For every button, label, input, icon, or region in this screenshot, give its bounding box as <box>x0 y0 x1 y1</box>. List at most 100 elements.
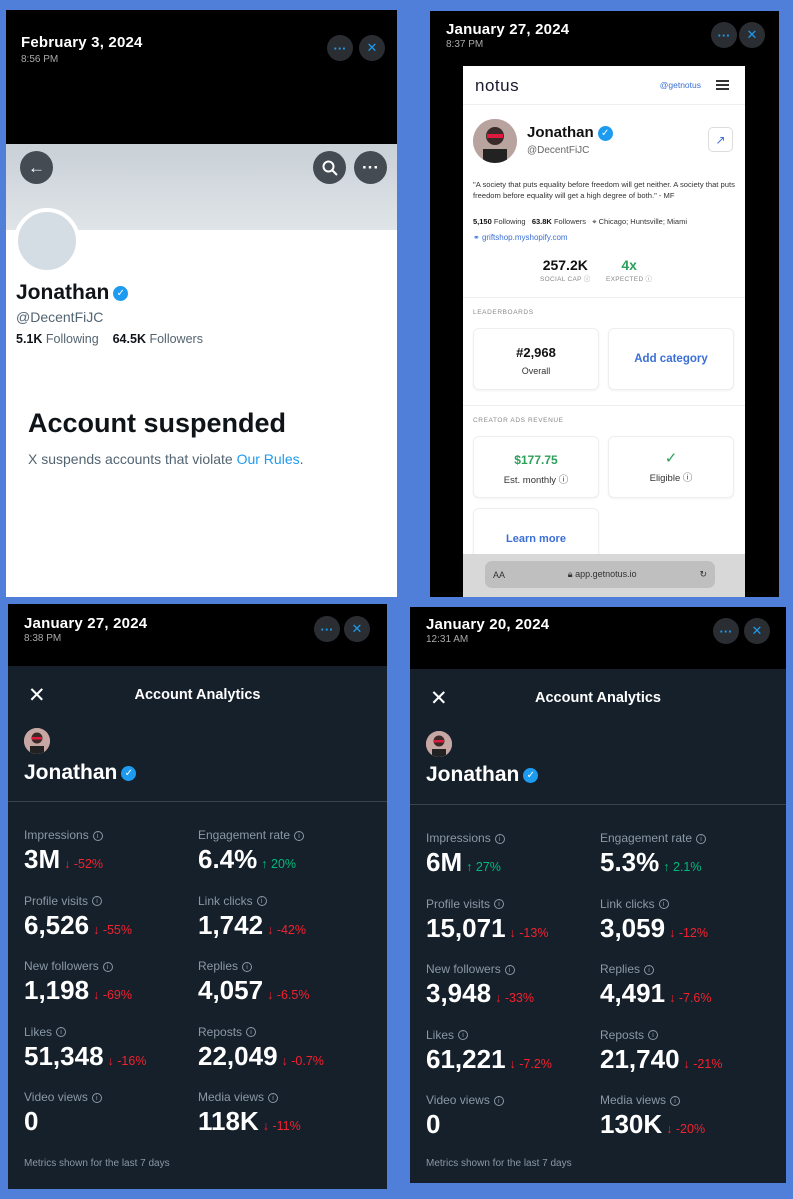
nav-handle-link[interactable]: @getnotus <box>659 80 701 90</box>
metric-label-likes: Likes i <box>24 1025 67 1039</box>
metric-value-media-views: 118K ↓ -11% <box>198 1106 301 1136</box>
close-icon[interactable]: ✕ <box>739 22 765 48</box>
analytics-header: Account Analytics <box>535 690 661 706</box>
external-link-icon[interactable]: ↗ <box>708 127 733 152</box>
info-icon[interactable]: i <box>91 1092 102 1103</box>
profile-name: Jonathan ✓ <box>527 124 613 141</box>
info-icon[interactable]: i <box>670 1095 681 1106</box>
info-icon[interactable]: i <box>458 1030 469 1041</box>
metric-value-engagement-rate: 6.4% ↑ 20% <box>198 844 297 874</box>
metric-value-profile-visits: 15,071 ↓ -13% <box>426 912 549 943</box>
more-icon[interactable]: ··· <box>314 616 340 642</box>
arrow-down-icon: ↓ <box>64 857 74 871</box>
text-size-button[interactable]: AA <box>493 569 506 580</box>
metric-change-likes: ↓ -16% <box>107 1053 147 1068</box>
capture-date: February 3, 2024 <box>21 34 143 51</box>
divider <box>8 801 387 802</box>
search-icon[interactable] <box>313 151 346 184</box>
metric-label-engagement-rate: Engagement rate i <box>198 828 305 842</box>
metric-value-replies: 4,491 ↓ -7.6% <box>600 978 712 1008</box>
divider <box>410 804 786 805</box>
capture-time: 8:37 PM <box>446 39 484 50</box>
metric-value-impressions: 6M ↑ 27% <box>426 847 501 877</box>
info-icon[interactable]: i <box>644 964 655 975</box>
analytics-header: Account Analytics <box>134 687 261 703</box>
metrics-footer: Metrics shown for the last 7 days <box>24 1158 170 1169</box>
our-rules-link[interactable]: Our Rules <box>236 451 300 467</box>
arrow-down-icon: ↓ <box>669 925 679 940</box>
metric-value-impressions: 3M ↓ -52% <box>24 844 104 874</box>
profile-bio: "A society that puts equality before fre… <box>473 180 735 200</box>
suspended-profile-panel: February 3, 2024 8:56 PM ··· ✕ ← ··· Jon… <box>6 10 397 597</box>
info-icon[interactable]: i <box>256 896 267 907</box>
info-icon[interactable]: i <box>56 1027 67 1038</box>
more-icon[interactable]: ··· <box>711 22 737 48</box>
info-icon[interactable]: i <box>92 830 103 841</box>
verified-badge-icon: ✓ <box>113 285 129 301</box>
metric-change-replies: ↓ -6.5% <box>267 988 310 1002</box>
metric-change-reposts: ↓ -0.7% <box>281 1053 324 1068</box>
add-category-button[interactable]: Add category <box>608 328 734 390</box>
info-icon[interactable]: i <box>696 833 707 844</box>
arrow-down-icon: ↓ <box>683 1056 694 1071</box>
metric-label-link-clicks: Link clicks i <box>600 897 669 911</box>
arrow-up-icon: ↑ <box>663 860 673 874</box>
reload-icon[interactable]: ↻ <box>699 569 707 579</box>
info-icon[interactable]: i <box>494 833 505 844</box>
arrow-down-icon: ↓ <box>267 922 277 937</box>
browser-url-bar: AA 🔒︎ app.getnotus.io ↻ <box>463 554 745 597</box>
capture-time: 8:56 PM <box>21 54 59 65</box>
metric-value-profile-visits: 6,526 ↓ -55% <box>24 909 132 940</box>
hamburger-menu-icon[interactable] <box>716 80 729 90</box>
close-icon[interactable]: ✕ <box>744 618 770 644</box>
more-icon[interactable]: ··· <box>327 35 353 61</box>
metric-value-reposts: 22,049 ↓ -0.7% <box>198 1040 324 1071</box>
metric-label-reposts: Reposts i <box>600 1028 659 1042</box>
info-icon[interactable]: i <box>102 961 113 972</box>
metric-change-reposts: ↓ -21% <box>683 1056 723 1071</box>
more-options-icon[interactable]: ··· <box>354 151 387 184</box>
metric-change-impressions: ↑ 27% <box>466 860 501 874</box>
url-field[interactable]: AA 🔒︎ app.getnotus.io ↻ <box>485 561 715 588</box>
status-bar: January 27, 2024 8:38 PM ··· ✕ <box>8 604 387 666</box>
shop-link[interactable]: ⚭ griftshop.myshopify.com <box>473 233 568 242</box>
eligible-card: ✓ Eligible ⓘ <box>608 436 734 498</box>
metric-change-link-clicks: ↓ -42% <box>267 922 306 937</box>
close-icon[interactable]: ✕ <box>430 687 448 710</box>
profile-stats: 5,150 Following 63.8K Followers ⌖ Chicag… <box>473 217 687 226</box>
back-arrow-icon[interactable]: ← <box>20 151 53 184</box>
close-icon[interactable]: ✕ <box>359 35 385 61</box>
info-icon[interactable]: i <box>246 1027 257 1038</box>
info-icon[interactable]: i <box>494 899 505 910</box>
close-icon[interactable]: ✕ <box>28 684 46 707</box>
metric-change-engagement-rate: ↑ 20% <box>261 857 297 871</box>
info-icon[interactable]: i <box>504 964 515 975</box>
notus-card: notus @getnotus Jonathan ✓ @DecentFiJC ↗ … <box>463 66 745 566</box>
metric-change-media-views: ↓ -20% <box>666 1122 706 1136</box>
metric-value-reposts: 21,740 ↓ -21% <box>600 1043 723 1074</box>
arrow-up-icon: ↑ <box>466 860 476 874</box>
metric-change-new-followers: ↓ -33% <box>495 991 534 1005</box>
location: Chicago; Huntsville; Miami <box>598 217 687 226</box>
info-icon[interactable]: i <box>242 961 253 972</box>
profile-name: Jonathan ✓ <box>24 761 137 785</box>
capture-date: January 27, 2024 <box>24 615 148 632</box>
metric-value-link-clicks: 3,059 ↓ -12% <box>600 912 708 943</box>
metric-label-likes: Likes i <box>426 1028 469 1042</box>
info-icon[interactable]: i <box>658 899 669 910</box>
metric-change-link-clicks: ↓ -12% <box>669 925 708 940</box>
arrow-down-icon: ↓ <box>107 1053 118 1068</box>
info-icon[interactable]: i <box>648 1030 659 1041</box>
more-icon[interactable]: ··· <box>713 618 739 644</box>
capture-date: January 27, 2024 <box>446 21 570 38</box>
follow-counts: 5.1K Following 64.5K Followers <box>16 332 203 346</box>
arrow-down-icon: ↓ <box>669 991 679 1005</box>
notus-profile-panel: January 27, 2024 8:37 PM ··· ✕ notus @ge… <box>430 11 779 597</box>
info-icon[interactable]: i <box>294 830 305 841</box>
close-icon[interactable]: ✕ <box>344 616 370 642</box>
notus-logo: notus <box>475 76 520 95</box>
info-icon[interactable]: i <box>92 896 103 907</box>
info-icon[interactable]: i <box>493 1095 504 1106</box>
info-icon[interactable]: i <box>268 1092 279 1103</box>
analytics-panel-jan27: January 27, 2024 8:38 PM ··· ✕ ✕ Account… <box>8 604 387 1189</box>
